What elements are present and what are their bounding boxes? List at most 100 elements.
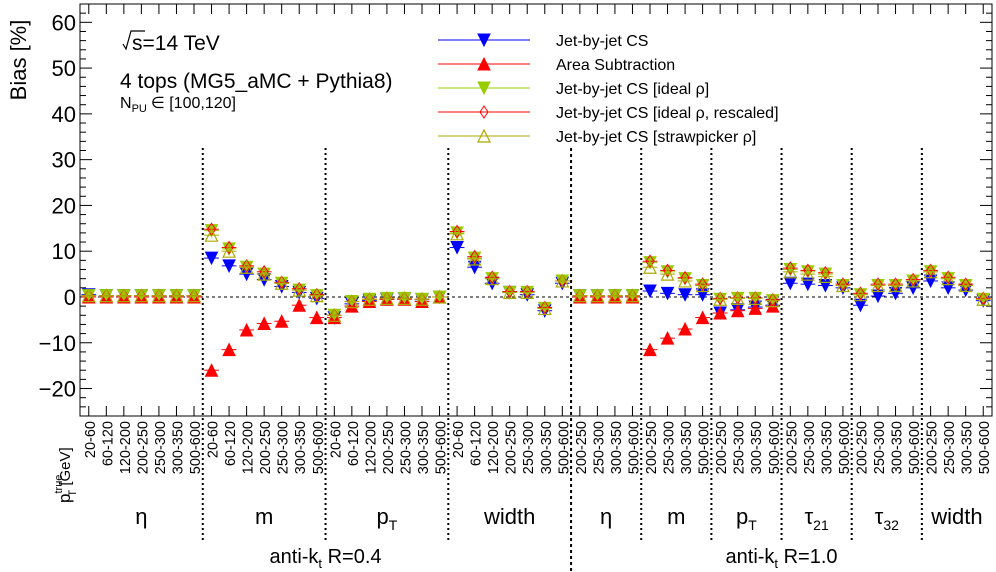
- data-point: [662, 263, 673, 278]
- data-point: [274, 314, 289, 328]
- data-point: [748, 291, 763, 305]
- data-point: [643, 342, 657, 357]
- data-point: [660, 331, 675, 345]
- series-4: [81, 226, 991, 322]
- x-tick-label: 20-60: [206, 421, 222, 458]
- data-point: [134, 288, 149, 303]
- x-tick-label: 300-350: [890, 421, 906, 474]
- data-point: [204, 227, 219, 242]
- legend-marker: [477, 128, 491, 143]
- y-axis-title: Bias [%]: [6, 20, 31, 101]
- process-text: 4 tops (MG5_aMC + Pythia8): [120, 70, 393, 93]
- series-1: [81, 289, 781, 377]
- data-point: [961, 277, 971, 292]
- sqrt-s-text: s=14 TeV: [132, 32, 220, 55]
- data-point: [344, 294, 359, 309]
- data-point: [520, 285, 535, 299]
- x-axis-title-main: p: [55, 494, 74, 503]
- data-point: [678, 273, 693, 288]
- group-label: pT: [377, 504, 398, 533]
- data-point: [505, 284, 515, 299]
- x-tick-label: 500-600: [556, 421, 572, 474]
- x-tick-label: 200-250: [504, 421, 520, 474]
- data-point: [680, 270, 690, 285]
- data-point: [838, 277, 848, 292]
- data-point: [590, 288, 605, 303]
- data-point: [678, 288, 692, 302]
- x-tick-label: 300-350: [749, 421, 765, 474]
- x-tick-label: 120-200: [486, 421, 502, 474]
- group-label: η: [135, 504, 147, 529]
- data-point: [450, 226, 465, 241]
- data-point: [537, 301, 552, 316]
- jet-label: anti-kt R=0.4: [270, 546, 382, 571]
- x-axis-title-unit: [GeV]: [57, 447, 74, 490]
- x-tick-label: 200-250: [381, 421, 397, 474]
- x-tick-label: 300-350: [539, 421, 555, 474]
- data-point: [309, 310, 324, 325]
- data-point: [309, 288, 324, 303]
- legend-label: Jet-by-jet CS: [556, 33, 648, 50]
- x-tick-label: 200-250: [644, 421, 660, 474]
- x-tick-label: 60-120: [100, 421, 116, 466]
- x-tick-label: 300-350: [819, 421, 835, 474]
- x-tick-label: 60-120: [469, 421, 485, 466]
- data-point: [853, 287, 868, 302]
- data-point: [415, 291, 429, 306]
- x-tick-label: 500-600: [626, 421, 642, 474]
- data-point: [294, 281, 304, 296]
- y-tick-label: 10: [52, 239, 76, 264]
- legend-label: Jet-by-jet CS [strawpicker ρ]: [556, 129, 756, 146]
- data-point: [222, 243, 237, 258]
- x-tick-label: 500-600: [697, 421, 713, 474]
- sqrt-symbol: [122, 30, 145, 51]
- data-point: [871, 278, 885, 293]
- data-point: [169, 288, 184, 303]
- y-tick-label: 30: [52, 148, 76, 173]
- data-point: [397, 291, 412, 305]
- y-tick-label: 40: [52, 102, 76, 127]
- data-point: [803, 263, 813, 278]
- data-point: [204, 251, 219, 266]
- jet-label: anti-kt R=1.0: [726, 546, 838, 571]
- x-axis-title-sup: true: [53, 475, 65, 494]
- group-label: width: [483, 504, 535, 529]
- x-tick-label: 20-60: [451, 421, 467, 458]
- data-point: [452, 224, 462, 239]
- group-separators: [201, 148, 923, 572]
- x-tick-label: 120-200: [363, 421, 379, 474]
- data-point: [502, 285, 517, 299]
- x-axis: 20-60 60-120 120-200 200-250 250-300 300-350 5…: [83, 4, 993, 474]
- group-label: pT: [736, 504, 757, 533]
- data-point: [327, 307, 342, 322]
- data-point: [660, 266, 675, 281]
- data-point: [522, 284, 532, 299]
- legend-label: Jet-by-jet CS [ideal ρ]: [556, 81, 709, 98]
- group-label: m: [255, 504, 273, 529]
- data-point: [625, 288, 640, 303]
- data-point: [362, 291, 377, 306]
- x-tick-label: 250-300: [591, 421, 607, 474]
- group-label: η: [600, 504, 612, 529]
- data-point: [572, 288, 587, 303]
- legend: Jet-by-jet CS Area Subtraction Jet-by-jet …: [438, 33, 779, 146]
- x-tick-label: 200-250: [574, 421, 590, 474]
- group-label: τ32: [875, 504, 899, 533]
- data-point: [730, 291, 745, 305]
- data-point: [274, 275, 289, 290]
- data-point: [312, 287, 322, 302]
- data-point: [943, 270, 953, 285]
- data-point: [678, 321, 692, 336]
- legend-label: Jet-by-jet CS [ideal ρ, rescaled]: [556, 105, 779, 122]
- data-point: [259, 264, 269, 279]
- x-tick-label: 500-600: [311, 421, 327, 474]
- data-point: [695, 278, 710, 293]
- x-tick-label: 250-300: [153, 421, 169, 474]
- data-point: [432, 289, 447, 304]
- data-point: [748, 301, 763, 315]
- data-point: [470, 249, 480, 264]
- data-point: [800, 266, 815, 281]
- group-label: width: [930, 504, 982, 529]
- x-tick-label: 200-250: [258, 421, 274, 474]
- x-tick-label: 250-300: [521, 421, 537, 474]
